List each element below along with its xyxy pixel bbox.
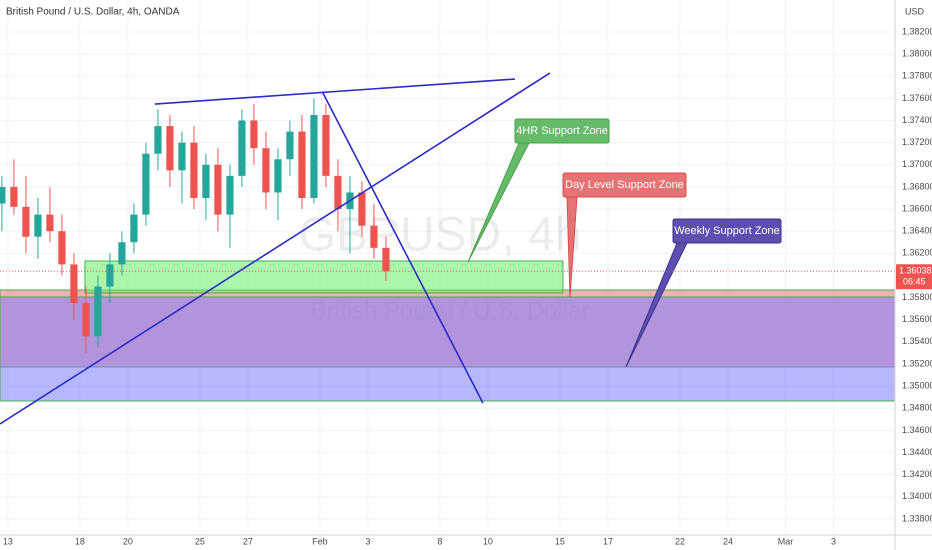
candle-body	[82, 303, 90, 337]
y-tick-label: 1.34800	[902, 403, 932, 413]
y-tick-label: 1.36200	[902, 248, 932, 258]
y-tick-label: 1.37200	[902, 137, 932, 147]
chart-title: British Pound / U.S. Dollar, 4h, OANDA	[6, 7, 180, 18]
candle-body	[166, 126, 174, 171]
y-tick-label: 1.34000	[902, 491, 932, 501]
y-tick-label: 1.36400	[902, 226, 932, 236]
candle-body	[214, 164, 222, 215]
candle-body	[70, 264, 78, 304]
x-tick-label: 22	[675, 536, 685, 546]
price-label: 1.36038	[899, 266, 932, 276]
candle-body	[226, 175, 234, 215]
x-tick-label: 10	[483, 536, 493, 546]
candle-body	[22, 206, 30, 237]
candle-body	[370, 225, 378, 248]
x-tick-label: 17	[603, 536, 613, 546]
callout-label: Weekly Support Zone	[674, 225, 780, 237]
watermark: GBPUSD, 4h	[299, 209, 582, 262]
y-tick-label: 1.35200	[902, 358, 932, 368]
y-tick-label: 1.36800	[902, 181, 932, 191]
x-tick-label: 3	[365, 536, 370, 546]
candle-body	[58, 231, 66, 265]
y-tick-label: 1.37000	[902, 159, 932, 169]
y-tick-label: 1.34400	[902, 447, 932, 457]
candle-body	[154, 126, 162, 154]
trendline	[322, 92, 484, 404]
candle-body	[274, 159, 282, 193]
y-tick-label: 1.38200	[902, 26, 932, 36]
candle-body	[106, 264, 114, 287]
x-tick-label: 20	[123, 536, 133, 546]
candle-body	[382, 247, 390, 272]
trendline	[0, 72, 551, 425]
y-tick-label: 1.34600	[902, 425, 932, 435]
y-tick-label: 1.35800	[902, 292, 932, 302]
y-tick-label: 1.38000	[902, 48, 932, 58]
candle-body	[286, 131, 294, 160]
candle-body	[0, 186, 6, 204]
candle-body	[334, 175, 342, 210]
countdown-label: 06:45	[903, 277, 926, 287]
support-zone	[0, 296, 896, 402]
x-tick-label: 13	[3, 536, 13, 546]
support-zone	[84, 260, 564, 294]
candle-body	[178, 142, 186, 171]
callout-box	[562, 172, 687, 198]
candle-body	[298, 131, 306, 198]
candle-body	[130, 214, 138, 243]
callout-label: Day Level Support Zone	[565, 179, 684, 191]
candle-body	[310, 114, 318, 198]
candle-body	[94, 286, 102, 337]
x-tick-label: Mar	[778, 536, 794, 546]
y-tick-label: 1.34200	[902, 469, 932, 479]
candle-body	[118, 242, 126, 265]
x-tick-label: 3	[831, 536, 836, 546]
candle-body	[202, 164, 210, 198]
candle-body	[358, 192, 366, 226]
candle-body	[10, 186, 18, 207]
callout-box	[514, 118, 610, 144]
trendline	[154, 78, 515, 105]
candle-body	[190, 142, 198, 198]
callout-box	[672, 218, 782, 244]
candle-body	[238, 120, 246, 176]
y-tick-label: 1.37600	[902, 93, 932, 103]
x-tick-label: 8	[437, 536, 442, 546]
y-tick-label: 1.35600	[902, 314, 932, 324]
x-tick-label: Feb	[312, 536, 328, 546]
y-tick-label: 1.37800	[902, 71, 932, 81]
callout-label: 4HR Support Zone	[516, 125, 608, 137]
x-tick-label: 27	[243, 536, 253, 546]
candle-body	[46, 214, 54, 232]
plot-area: GBPUSD, 4hBritish Pound / U.S. Dollar4HR…	[0, 0, 896, 535]
x-tick-label: 24	[723, 536, 733, 546]
x-tick-label: 18	[75, 536, 85, 546]
candle-body	[34, 214, 42, 237]
currency-label: USD	[905, 6, 925, 16]
y-tick-label: 1.33800	[902, 513, 932, 523]
candle-body	[250, 120, 258, 149]
x-tick-label: 15	[555, 536, 565, 546]
candle-body	[322, 114, 330, 176]
candle-body	[142, 153, 150, 215]
y-tick-label: 1.37400	[902, 115, 932, 125]
price-tag	[896, 264, 932, 290]
candle-body	[262, 148, 270, 193]
y-tick-label: 1.35400	[902, 336, 932, 346]
y-tick-label: 1.35000	[902, 381, 932, 391]
x-tick-label: 25	[195, 536, 205, 546]
y-tick-label: 1.36600	[902, 203, 932, 213]
